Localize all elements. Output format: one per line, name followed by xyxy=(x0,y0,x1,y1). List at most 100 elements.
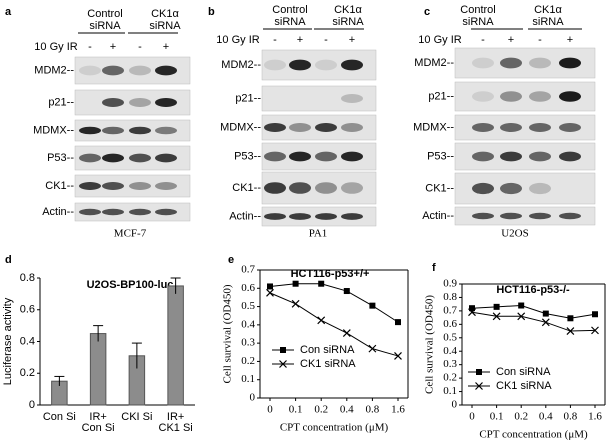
blot-band xyxy=(289,213,311,220)
y-tick-label: 0 xyxy=(452,399,458,411)
blot-band xyxy=(472,151,494,162)
row-label: p21-- xyxy=(48,96,74,108)
lane-sign: + xyxy=(163,41,169,53)
x-tick-label: 0.1 xyxy=(289,404,303,416)
legend-marker xyxy=(476,369,482,375)
lane-sign: - xyxy=(273,34,277,46)
blot-band xyxy=(472,212,494,220)
blot-band xyxy=(102,98,124,107)
blot-band xyxy=(315,213,337,220)
x-tick-label: 0.8 xyxy=(366,404,380,416)
blot-band xyxy=(155,98,177,107)
y-tick-label: 0.4 xyxy=(241,318,255,330)
y-tick-label: 0.2 xyxy=(241,355,255,367)
point xyxy=(343,288,350,295)
chart-title: HCT116-p53-/- xyxy=(496,284,570,296)
group-label: CK1α xyxy=(334,4,362,16)
y-tick-label: 0 xyxy=(250,392,256,404)
y-tick-label: 0.3 xyxy=(443,358,457,370)
y-tick-label: 0.9 xyxy=(443,278,457,290)
row-label: Actin-- xyxy=(229,210,261,222)
x-tick-label: IR+ xyxy=(167,411,184,423)
row-label: MDM2-- xyxy=(221,59,261,71)
blot-band xyxy=(529,91,551,102)
blot-band xyxy=(102,65,124,76)
point xyxy=(394,352,402,360)
group-label: siRNA xyxy=(332,16,364,28)
legend-marker xyxy=(280,347,286,353)
blot-band xyxy=(129,182,151,190)
y-tick-label: 0 xyxy=(29,399,35,411)
blot-band xyxy=(472,91,494,102)
point xyxy=(567,315,574,322)
lane-sign: + xyxy=(349,34,355,46)
chart-title: U2OS-BP100-luc xyxy=(87,279,174,291)
group-label: siRNA xyxy=(462,16,494,28)
blot-band xyxy=(102,153,124,163)
group-label: CK1α xyxy=(151,8,179,20)
row-label: CK1-- xyxy=(45,180,74,192)
x-tick-label: 0.2 xyxy=(314,404,328,416)
blot-band xyxy=(500,151,522,162)
y-tick-label: 0.2 xyxy=(20,367,35,379)
lane-sign: - xyxy=(481,34,485,46)
row-label: P53-- xyxy=(234,150,261,162)
blot-band xyxy=(129,153,151,163)
blot-band xyxy=(472,182,494,195)
row-label: P53-- xyxy=(427,150,454,162)
blot-band xyxy=(500,123,522,132)
blot-band xyxy=(79,182,101,190)
point xyxy=(493,303,500,310)
blot-band xyxy=(79,65,101,76)
row-label: MDMX-- xyxy=(33,124,74,136)
blot-band xyxy=(289,182,311,194)
x-tick-label: 1.6 xyxy=(588,411,602,423)
blot-band xyxy=(102,208,124,216)
blot-band xyxy=(79,153,101,163)
blot-band xyxy=(500,91,522,102)
treatment-label: 10 Gy IR xyxy=(34,41,77,53)
blot-band xyxy=(472,57,494,69)
point xyxy=(318,280,325,287)
point xyxy=(469,305,475,312)
x-tick-label: 0.1 xyxy=(490,411,504,423)
row-label: Actin-- xyxy=(42,206,74,218)
blot-band xyxy=(155,208,177,216)
point xyxy=(517,312,526,321)
x-tick-label: 0.2 xyxy=(514,411,528,423)
y-tick-label: 0.3 xyxy=(241,337,255,349)
row-label: MDMX-- xyxy=(220,121,261,133)
blot-band xyxy=(341,182,363,194)
group-label: siRNA xyxy=(532,16,564,28)
y-tick-label: 0.5 xyxy=(241,300,255,312)
blot-band xyxy=(529,151,551,162)
blot-strip xyxy=(74,174,191,198)
blot-strip xyxy=(454,206,596,226)
x-tick-label: Con Si xyxy=(82,422,115,434)
y-axis-label: Cell survival (OD450) xyxy=(222,284,234,383)
blot-band xyxy=(155,182,177,190)
blot-band xyxy=(341,151,363,162)
group-label: Control xyxy=(460,4,495,16)
lane-sign: - xyxy=(138,41,142,53)
lane-sign: - xyxy=(538,34,542,46)
blot-band xyxy=(341,213,363,220)
blot-band xyxy=(102,126,124,135)
blot-band xyxy=(264,213,286,220)
legend-label: Con siRNA xyxy=(496,366,551,378)
blot-band xyxy=(129,208,151,216)
x-tick-label: IR+ xyxy=(89,411,106,423)
y-tick-label: 0.1 xyxy=(443,385,457,397)
row-label: MDM2-- xyxy=(414,57,454,69)
y-axis-label: Cell survival (OD450) xyxy=(424,295,436,394)
blot-strip xyxy=(454,47,596,79)
legend-marker xyxy=(279,360,287,368)
cell-line: PA1 xyxy=(309,228,328,240)
y-tick-label: 0.4 xyxy=(443,345,457,357)
series-line xyxy=(269,292,399,357)
blot-band xyxy=(341,59,363,71)
row-label: CK1-- xyxy=(232,182,261,194)
legend-marker xyxy=(475,382,483,390)
point xyxy=(468,308,476,317)
row-label: p21-- xyxy=(428,90,454,102)
